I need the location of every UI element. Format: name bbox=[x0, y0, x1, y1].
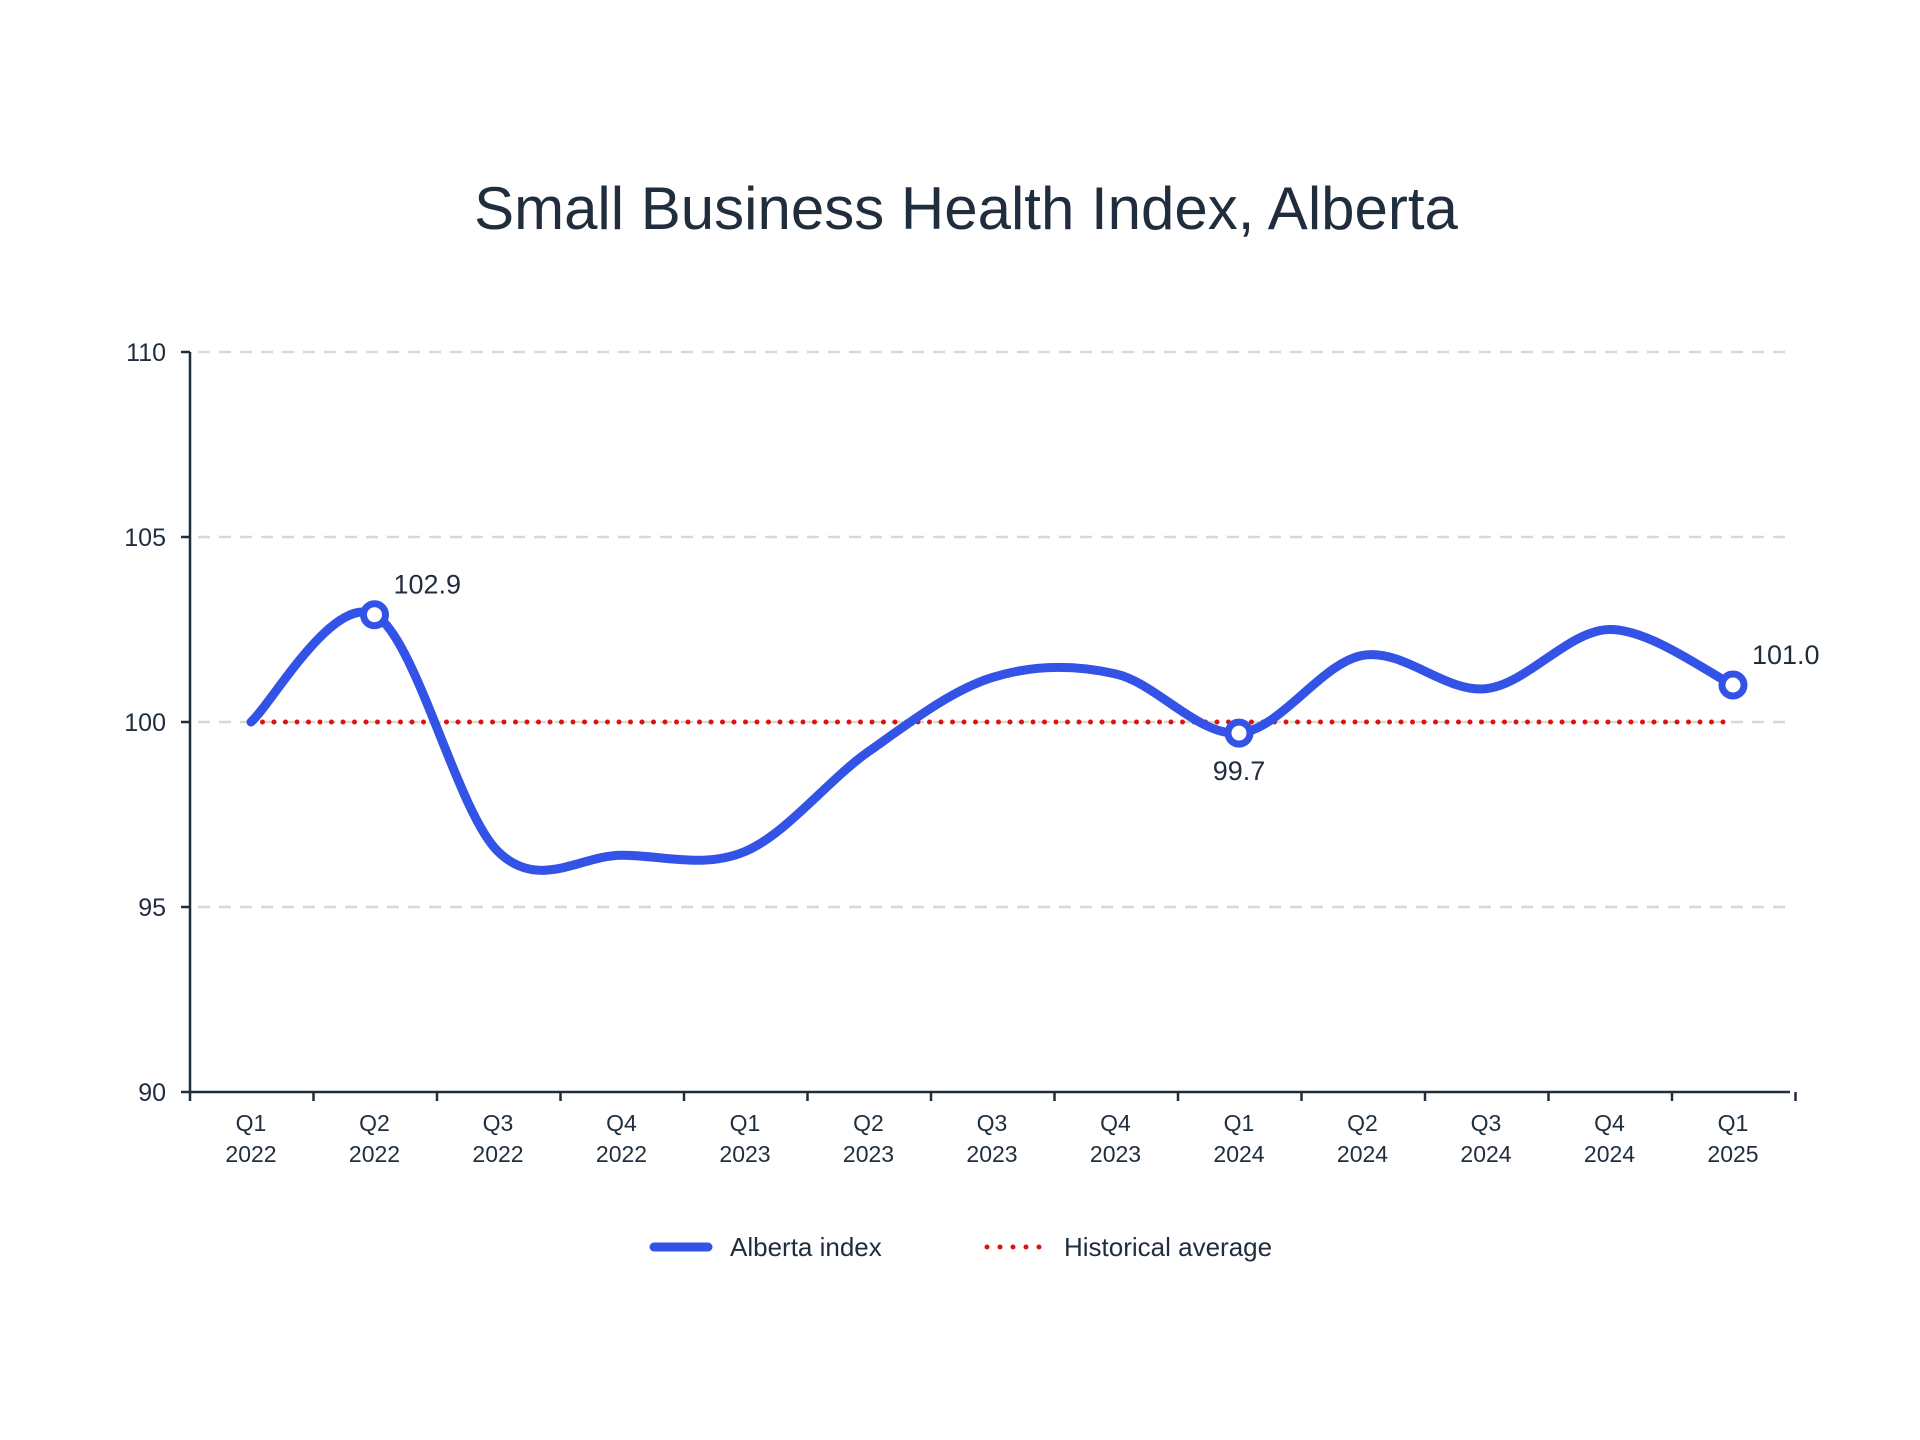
y-tick-label: 90 bbox=[138, 1079, 166, 1107]
highlight-marker bbox=[360, 600, 389, 630]
x-tick-label-quarter: Q4 bbox=[1594, 1110, 1625, 1136]
series-alberta-index-line bbox=[246, 607, 1738, 875]
y-tick-label: 100 bbox=[124, 709, 166, 737]
x-tick-label-quarter: Q2 bbox=[853, 1110, 884, 1136]
data-label: 102.9 bbox=[394, 570, 462, 600]
x-tick-label-year: 2023 bbox=[843, 1141, 894, 1167]
x-tick-label-quarter: Q3 bbox=[1471, 1110, 1502, 1136]
x-tick-label-year: 2023 bbox=[1090, 1141, 1141, 1167]
x-tick-label-quarter: Q3 bbox=[483, 1110, 514, 1136]
x-tick-label-quarter: Q4 bbox=[606, 1110, 637, 1136]
x-tick-label-year: 2023 bbox=[966, 1141, 1017, 1167]
x-tick-label-quarter: Q4 bbox=[1100, 1110, 1131, 1136]
x-tick-label-quarter: Q2 bbox=[359, 1110, 390, 1136]
x-tick-label-year: 2024 bbox=[1460, 1141, 1511, 1167]
x-tick-label-quarter: Q1 bbox=[730, 1110, 761, 1136]
x-tick-label-year: 2024 bbox=[1584, 1141, 1635, 1167]
series bbox=[246, 600, 1748, 875]
x-tick-label-year: 2022 bbox=[349, 1141, 400, 1167]
data-labels: 102.9 99.7 101.0 bbox=[394, 570, 1820, 786]
gridlines bbox=[198, 350, 1790, 909]
highlight-marker bbox=[1224, 718, 1254, 748]
x-tick-label-year: 2022 bbox=[225, 1141, 276, 1167]
legend-label-historical-average: Historical average bbox=[1064, 1232, 1272, 1262]
x-tick-label-quarter: Q1 bbox=[1224, 1110, 1255, 1136]
chart-title: Small Business Health Index, Alberta bbox=[474, 175, 1458, 242]
x-tick-label-year: 2023 bbox=[719, 1141, 770, 1167]
y-tick-label: 95 bbox=[138, 894, 166, 922]
axes: 90 95 100 105 110 Q1 2022 Q2 2022 Q3 2022 Q4 2022 Q1 2… bbox=[124, 339, 1797, 1167]
legend: Alberta index Historical average bbox=[649, 1232, 1272, 1262]
data-label: 101.0 bbox=[1752, 640, 1820, 670]
data-label: 99.7 bbox=[1213, 756, 1266, 786]
x-tick-label-year: 2022 bbox=[472, 1141, 523, 1167]
highlight-marker bbox=[1718, 670, 1748, 700]
x-tick-label-quarter: Q1 bbox=[236, 1110, 267, 1136]
x-tick-label-quarter: Q2 bbox=[1347, 1110, 1378, 1136]
y-tick-label: 110 bbox=[126, 339, 166, 367]
x-tick-label-year: 2024 bbox=[1213, 1141, 1264, 1167]
x-tick-label-year: 2022 bbox=[596, 1141, 647, 1167]
x-tick-label-quarter: Q1 bbox=[1718, 1110, 1749, 1136]
x-tick-label-year: 2024 bbox=[1337, 1141, 1388, 1167]
y-tick-label: 105 bbox=[124, 524, 166, 552]
legend-label-alberta-index: Alberta index bbox=[730, 1232, 882, 1262]
x-tick-label-year: 2025 bbox=[1707, 1141, 1758, 1167]
x-tick-label-quarter: Q3 bbox=[977, 1110, 1008, 1136]
